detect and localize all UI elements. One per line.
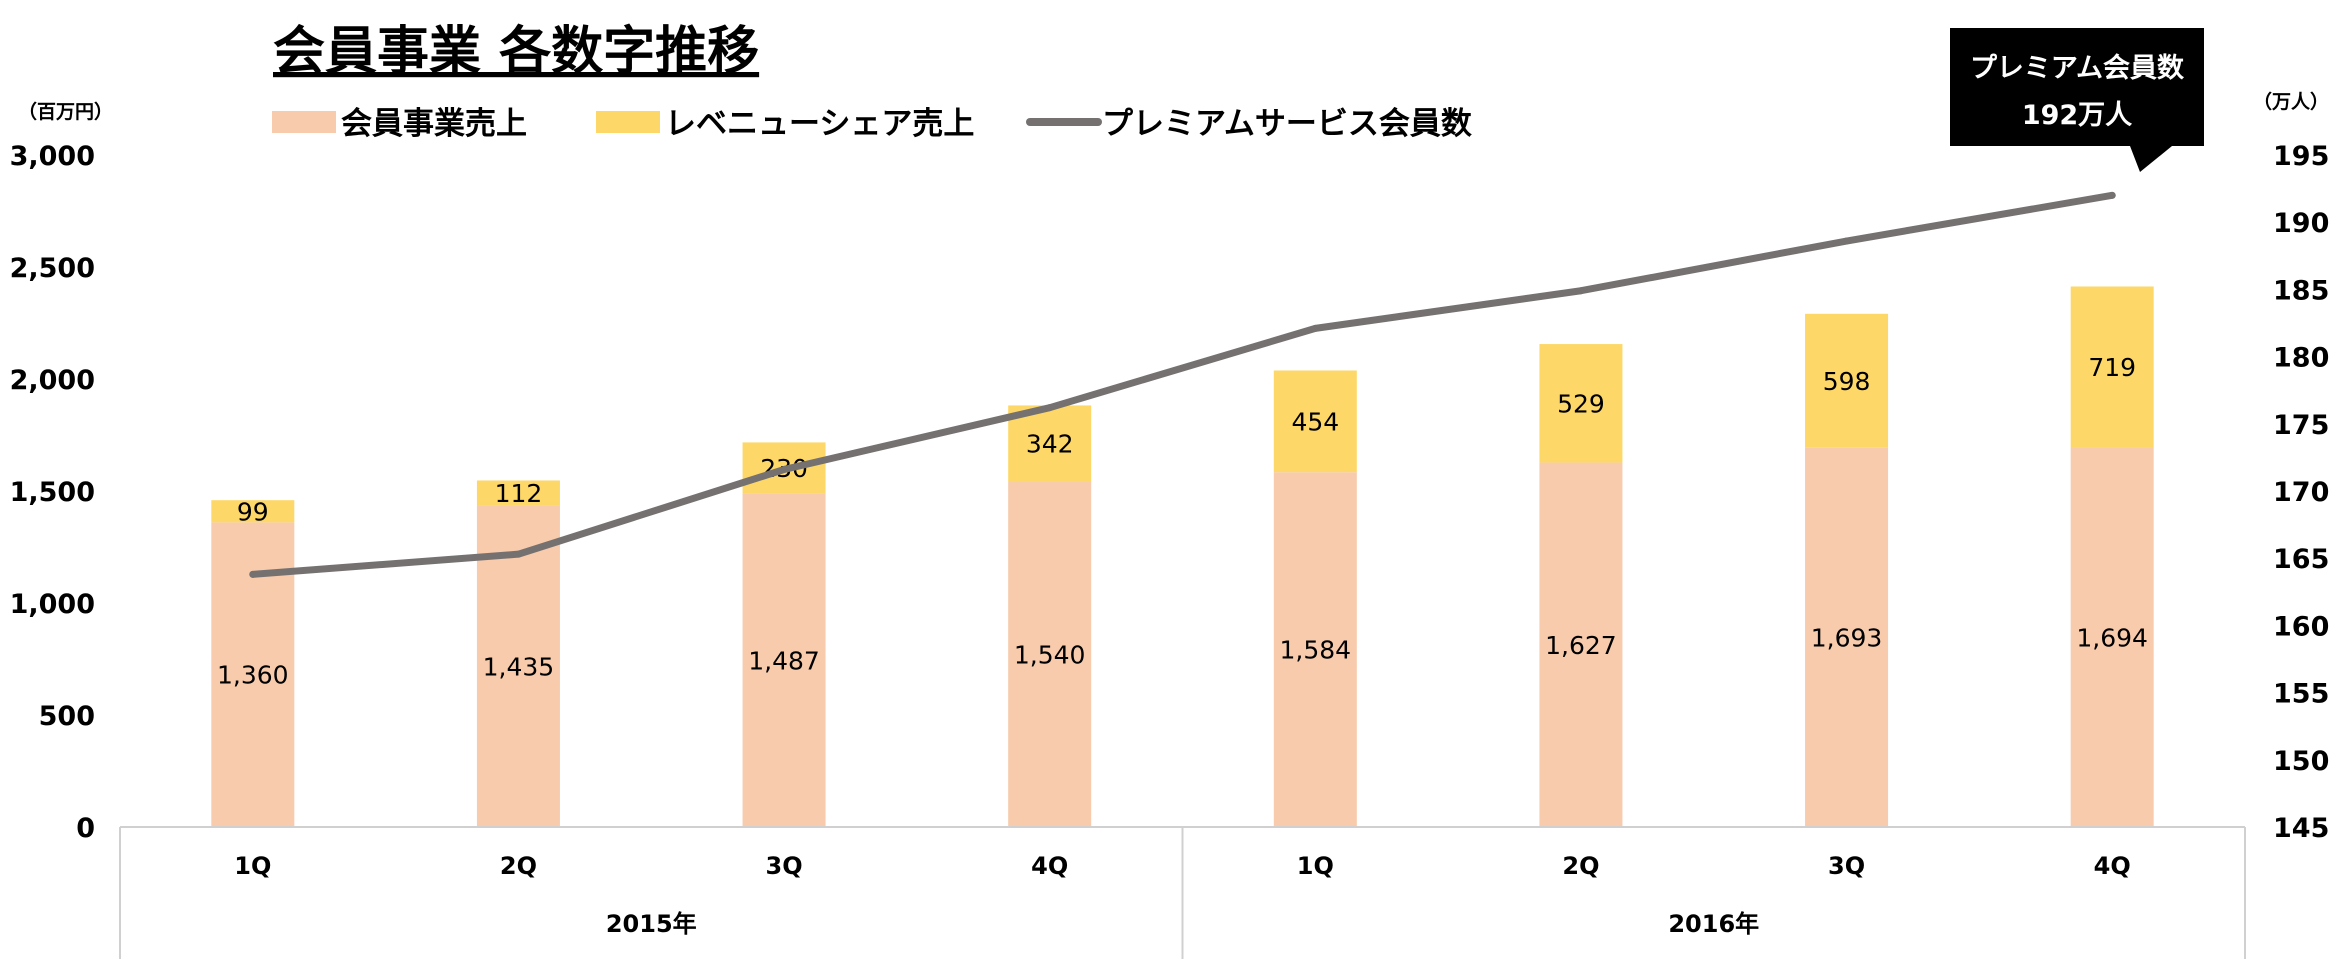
right-axis-ticks: 145 150 155 160 165 170 175 180 185 190 195 [2273, 141, 2329, 844]
category-label: 2Q [500, 852, 537, 880]
callout-line2: 192万人 [2022, 100, 2132, 131]
data-label-member-sales: 1,540 [1014, 641, 1086, 670]
right-tick-label: 155 [2273, 679, 2329, 710]
legend-label-2: レベニューシェア売上 [665, 106, 974, 142]
right-tick-label: 185 [2273, 275, 2329, 306]
category-label: 3Q [1828, 852, 1865, 880]
bar-member-sales-4 [1008, 482, 1092, 827]
chart-title: 会員事業 各数字推移 [273, 22, 759, 82]
right-tick-label: 195 [2273, 141, 2329, 172]
left-tick-label: 0 [76, 813, 95, 844]
bar-revenue-share-5 [1273, 370, 1357, 473]
right-tick-label: 190 [2273, 208, 2329, 239]
data-label-member-sales: 1,360 [217, 661, 289, 690]
bar-member-sales-3 [742, 493, 826, 827]
data-label-member-sales: 1,694 [2076, 623, 2148, 652]
data-label-member-sales: 1,627 [1545, 631, 1617, 660]
left-tick-label: 500 [39, 701, 95, 732]
data-label-revenue-share: 342 [1026, 430, 1074, 459]
line-point [1046, 404, 1054, 412]
line-point [1311, 324, 1319, 332]
data-label-member-sales: 1,584 [1280, 636, 1352, 665]
data-label-revenue-share: 598 [1823, 367, 1871, 396]
legend-label-1: 会員事業売上 [341, 106, 527, 142]
data-label-revenue-share: 99 [237, 497, 269, 526]
left-tick-label: 2,000 [10, 365, 95, 396]
right-tick-label: 170 [2273, 477, 2329, 508]
line-point [514, 550, 522, 558]
bar-revenue-share-8 [2070, 286, 2154, 448]
legend-label-3: プレミアムサービス会員数 [1102, 106, 1472, 142]
bar-revenue-share-7 [1805, 313, 1889, 448]
callout-box [1950, 28, 2204, 172]
line-point [1843, 237, 1851, 245]
bar-revenue-share-1 [211, 500, 295, 523]
right-tick-label: 180 [2273, 343, 2329, 374]
category-label: 1Q [1297, 852, 1334, 880]
data-label-member-sales: 1,487 [748, 646, 820, 675]
bar-revenue-share-2 [476, 480, 560, 506]
left-tick-label: 3,000 [10, 141, 95, 172]
line-premium-members [249, 191, 2116, 578]
category-label: 3Q [766, 852, 803, 880]
callout: プレミアム会員数 192万人 [1950, 28, 2204, 172]
group-label: 2016年 [1668, 910, 1759, 938]
right-tick-label: 175 [2273, 410, 2329, 441]
data-label-revenue-share: 529 [1557, 389, 1605, 418]
data-label-revenue-share: 719 [2088, 353, 2136, 382]
category-label: 2Q [1562, 852, 1599, 880]
category-label: 4Q [1031, 852, 1068, 880]
data-label-member-sales: 1,693 [1811, 623, 1883, 652]
line-point [249, 570, 257, 578]
right-tick-label: 150 [2273, 746, 2329, 777]
legend-swatch-1 [272, 111, 336, 133]
bar-revenue-share-4 [1008, 405, 1092, 483]
bar-member-sales-5 [1273, 472, 1357, 827]
legend: 会員事業売上 レベニューシェア売上 プレミアムサービス会員数 [272, 106, 1472, 142]
data-label-revenue-share: 454 [1291, 407, 1339, 436]
callout-line1: プレミアム会員数 [1970, 53, 2185, 84]
right-axis-unit: （万人） [2253, 90, 2329, 113]
left-axis-ticks: 0 500 1,000 1,500 2,000 2,500 3,000 [10, 141, 95, 844]
x-axis: 1Q 2Q 3Q 4Q 1Q 2Q 3Q 4Q 2015年 2016年 [119, 826, 2246, 959]
right-tick-label: 165 [2273, 544, 2329, 575]
bar-member-sales-8 [2070, 447, 2154, 827]
line-point [780, 465, 788, 473]
bar-revenue-share-6 [1539, 344, 1623, 463]
line-point [1577, 287, 1585, 295]
line-series [249, 191, 2116, 578]
category-label: 4Q [2094, 852, 2131, 880]
left-tick-label: 1,500 [10, 477, 95, 508]
bar-series: 1,360991,4351121,4872301,5403421,5844541… [211, 286, 2154, 827]
line-point [2108, 191, 2116, 199]
right-tick-label: 160 [2273, 611, 2329, 642]
data-label-member-sales: 1,435 [483, 652, 555, 681]
left-axis-unit: （百万円） [18, 100, 113, 123]
left-tick-label: 1,000 [10, 589, 95, 620]
left-tick-label: 2,500 [10, 253, 95, 284]
data-label-revenue-share: 112 [495, 479, 543, 508]
group-label: 2015年 [606, 910, 697, 938]
bar-member-sales-7 [1805, 447, 1889, 827]
right-tick-label: 145 [2273, 813, 2329, 844]
category-label: 1Q [234, 852, 271, 880]
bar-member-sales-6 [1539, 462, 1623, 827]
legend-swatch-2 [596, 111, 660, 133]
